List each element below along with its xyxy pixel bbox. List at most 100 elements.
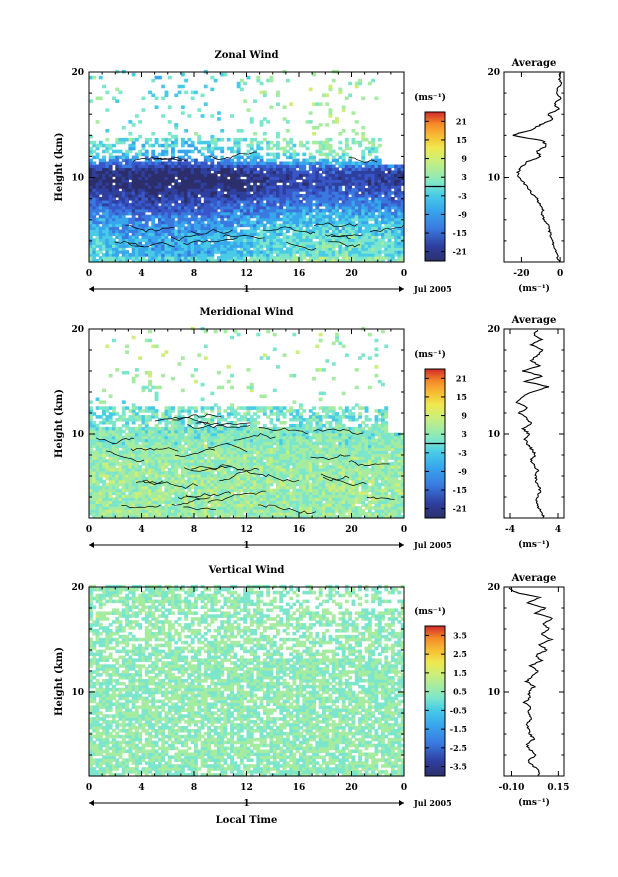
heatmap-cell <box>102 389 106 393</box>
x-tick-label: 16 <box>293 269 306 279</box>
heatmap-cell <box>227 159 231 163</box>
heatmap-cell <box>99 421 103 425</box>
heatmap-cell <box>142 162 146 166</box>
heatmap-cell <box>102 144 106 148</box>
heatmap-cell <box>109 395 113 399</box>
heatmap-cell <box>335 221 339 225</box>
heatmap-cell <box>181 73 185 77</box>
heatmap-cell <box>286 120 290 124</box>
heatmap-cell <box>240 162 244 166</box>
heatmap-cell <box>315 102 319 106</box>
heatmap-cell <box>279 238 283 242</box>
heatmap-cell <box>371 224 375 228</box>
heatmap-cell <box>178 406 182 410</box>
heatmap-cell <box>276 185 280 189</box>
heatmap-cell <box>191 406 195 410</box>
heatmap-cell <box>109 144 113 148</box>
heatmap-cell <box>296 159 300 163</box>
heatmap-cell <box>191 492 195 496</box>
heatmap-cell <box>227 179 231 183</box>
heatmap-cell <box>119 427 123 431</box>
heatmap-cell <box>230 159 234 163</box>
heatmap-cell <box>99 227 103 231</box>
heatmap-cell <box>197 135 201 139</box>
heatmap-cell <box>286 150 290 154</box>
heatmap-cell <box>283 250 287 254</box>
heatmap-cell <box>345 153 349 157</box>
heatmap-cell <box>335 167 339 171</box>
heatmap-cell <box>155 138 159 142</box>
average-x-tick-label: 0 <box>557 269 563 279</box>
heatmap-cell <box>178 91 182 95</box>
heatmap-cell <box>361 97 365 101</box>
heatmap-cell <box>148 380 152 384</box>
heatmap-cell <box>375 156 379 160</box>
average-frame <box>504 72 564 262</box>
heatmap-cell <box>171 141 175 145</box>
heatmap-cell <box>191 374 195 378</box>
heatmap-cell <box>194 380 198 384</box>
heatmap-cell <box>155 386 159 390</box>
heatmap-cell <box>138 406 142 410</box>
x-tick-label: 0 <box>86 269 92 279</box>
heatmap-cell <box>329 162 333 166</box>
heatmap-cell <box>135 406 139 410</box>
heatmap-cell <box>128 227 132 231</box>
heatmap-cell <box>391 197 395 201</box>
heatmap-cell <box>138 238 142 242</box>
heatmap-cell <box>112 406 116 410</box>
heatmap-cell <box>224 194 228 198</box>
heatmap-cell <box>187 144 191 148</box>
heatmap-cell <box>250 185 254 189</box>
heatmap-cell <box>247 156 251 160</box>
heatmap-cell <box>276 153 280 157</box>
heatmap-cell <box>132 336 136 340</box>
heatmap-cell <box>158 386 162 390</box>
heatmap-cell <box>217 111 221 115</box>
heatmap-cell <box>119 256 123 260</box>
heatmap-cell <box>309 153 313 157</box>
heatmap-cell <box>132 123 136 127</box>
heatmap-cell <box>286 129 290 133</box>
heatmap-cell <box>309 88 313 92</box>
heatmap-cell <box>263 162 267 166</box>
heatmap-cell <box>128 203 132 207</box>
heatmap-cell <box>128 427 132 431</box>
heatmap-cell <box>92 162 96 166</box>
heatmap-cell <box>99 256 103 260</box>
heatmap-cell <box>270 147 274 151</box>
heatmap-cell <box>122 126 126 130</box>
heatmap-cell <box>355 120 359 124</box>
heatmap-cell <box>125 218 129 222</box>
heatmap-cell <box>142 97 146 101</box>
heatmap-cell <box>155 424 159 428</box>
heatmap-cell <box>158 206 162 210</box>
heatmap-cell <box>322 94 326 98</box>
heatmap-cell <box>115 99 119 103</box>
heatmap-cell <box>181 162 185 166</box>
heatmap-cell <box>125 406 129 410</box>
heatmap-cell <box>204 156 208 160</box>
heatmap-cell <box>178 182 182 186</box>
heatmap-cell <box>105 129 109 133</box>
heatmap-cell <box>194 368 198 372</box>
heatmap-cell <box>105 345 109 349</box>
heatmap-cell <box>220 138 224 142</box>
heatmap-cell <box>263 138 267 142</box>
heatmap-cell <box>253 99 257 103</box>
heatmap-cell <box>217 176 221 180</box>
arrow-left-icon <box>89 286 94 292</box>
heatmap-cell <box>161 374 165 378</box>
heatmap-cell <box>142 153 146 157</box>
heatmap-cell <box>243 138 247 142</box>
heatmap-cell <box>299 200 303 204</box>
heatmap-cell <box>119 91 123 95</box>
heatmap-cell <box>197 244 201 248</box>
heatmap-cell <box>361 126 365 130</box>
heatmap-cell <box>250 221 254 225</box>
heatmap-cell <box>151 94 155 98</box>
heatmap-cell <box>197 197 201 201</box>
heatmap-cell <box>233 150 237 154</box>
